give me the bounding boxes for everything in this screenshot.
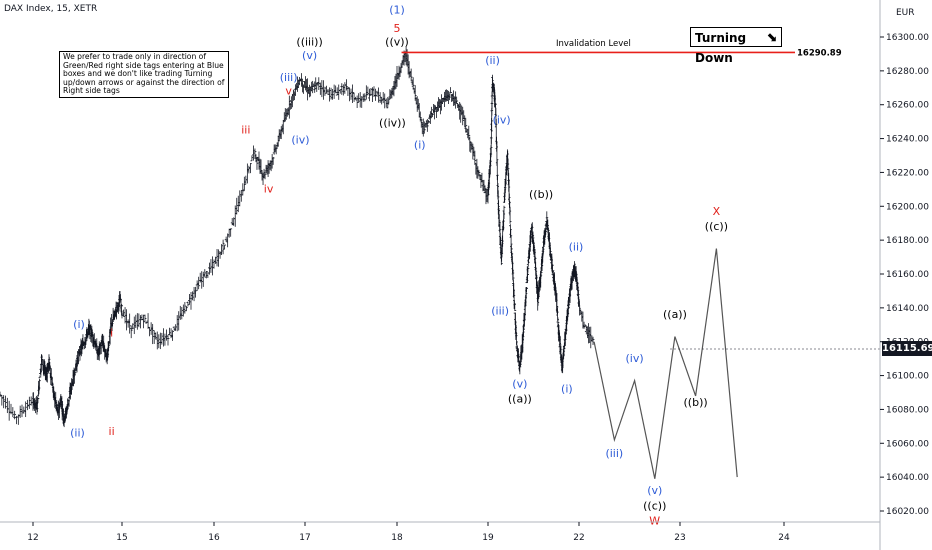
x-tick-label: 22 bbox=[573, 533, 584, 543]
wave-label: X bbox=[713, 205, 721, 218]
y-tick-label: 16240.00 bbox=[886, 135, 929, 145]
arrow-down-right-icon: ⬊ bbox=[766, 30, 777, 45]
x-tick-label: 23 bbox=[674, 533, 685, 543]
wave-label: (iv) bbox=[625, 352, 643, 365]
x-tick-label: 18 bbox=[391, 533, 403, 543]
invalidation-line: 16290.89 bbox=[401, 48, 880, 350]
y-tick-label: 16140.00 bbox=[886, 304, 929, 314]
wave-label: (v) bbox=[512, 377, 527, 390]
wave-label: v bbox=[285, 85, 292, 98]
x-tick-label: 12 bbox=[27, 533, 38, 543]
x-tick-label: 17 bbox=[299, 533, 310, 543]
y-tick-label: 16040.00 bbox=[886, 473, 929, 483]
wave-label: W bbox=[649, 515, 660, 528]
y-tick-label: 16220.00 bbox=[886, 168, 929, 178]
wave-label: (ii) bbox=[485, 54, 500, 67]
wave-label: i bbox=[110, 327, 113, 340]
y-tick-label: 16280.00 bbox=[886, 67, 929, 77]
wave-label: (iii) bbox=[491, 305, 509, 318]
wave-label: (ii) bbox=[70, 427, 85, 440]
currency-label: EUR bbox=[896, 8, 915, 18]
x-tick-label: 16 bbox=[208, 533, 220, 543]
wave-label: ((iii)) bbox=[296, 35, 322, 48]
trading-note: We prefer to trade only in direction of … bbox=[59, 51, 229, 98]
y-tick-label: 16180.00 bbox=[886, 236, 929, 246]
last-price-tag: 16115.690 bbox=[882, 341, 932, 356]
wave-label: (i) bbox=[414, 139, 426, 152]
wave-label: ((a)) bbox=[663, 308, 687, 321]
wave-label: (i) bbox=[561, 383, 573, 396]
wave-label: ii bbox=[109, 425, 115, 438]
y-tick-label: 16200.00 bbox=[886, 202, 929, 212]
wave-label: ((v)) bbox=[385, 35, 409, 48]
invalidation-price-label: 16290.89 bbox=[797, 48, 842, 58]
x-tick-label: 24 bbox=[778, 533, 790, 543]
wave-label: ((b)) bbox=[684, 396, 708, 409]
y-tick-label: 16060.00 bbox=[886, 439, 929, 449]
wave-label: iv bbox=[264, 183, 274, 196]
projection-path bbox=[593, 248, 738, 479]
y-tick-label: 16260.00 bbox=[886, 101, 929, 111]
wave-label: (1) bbox=[389, 3, 405, 16]
wave-label: (iii) bbox=[605, 447, 623, 460]
wave-labels: (1)5((v))((iii))(v)(iii)viii(iv)iv((iv))… bbox=[70, 3, 728, 527]
wave-label: (i) bbox=[73, 318, 85, 331]
y-tick-label: 16300.00 bbox=[886, 33, 929, 43]
invalidation-label: Invalidation Level bbox=[556, 39, 631, 49]
wave-label: iii bbox=[241, 123, 250, 136]
wave-label: (v) bbox=[647, 484, 662, 497]
wave-label: (iv) bbox=[493, 113, 511, 126]
wave-label: (iii) bbox=[280, 71, 298, 84]
wave-label: ((c)) bbox=[705, 220, 728, 233]
y-tick-label: 16020.00 bbox=[886, 507, 929, 517]
wave-label: ((a)) bbox=[508, 393, 532, 406]
y-tick-label: 16160.00 bbox=[886, 270, 929, 280]
price-bars bbox=[0, 46, 595, 428]
turning-down-badge: Turning Down ⬊ bbox=[690, 27, 782, 65]
wave-label: ((b)) bbox=[529, 188, 553, 201]
wave-label: ((c)) bbox=[643, 499, 666, 512]
wave-label: (ii) bbox=[569, 240, 584, 253]
projection-line bbox=[593, 248, 738, 479]
x-tick-label: 15 bbox=[116, 533, 127, 543]
wave-label: ((iv)) bbox=[379, 117, 406, 130]
wave-label: (v) bbox=[302, 49, 317, 62]
chart-title: DAX Index, 15, XETR bbox=[4, 4, 98, 14]
wave-label: (iv) bbox=[291, 134, 309, 147]
y-tick-label: 16080.00 bbox=[886, 405, 929, 415]
x-tick-label: 19 bbox=[482, 533, 494, 543]
y-tick-label: 16100.00 bbox=[886, 372, 929, 382]
turning-down-label: Turning Down bbox=[695, 31, 747, 65]
wave-label: 5 bbox=[394, 22, 401, 35]
